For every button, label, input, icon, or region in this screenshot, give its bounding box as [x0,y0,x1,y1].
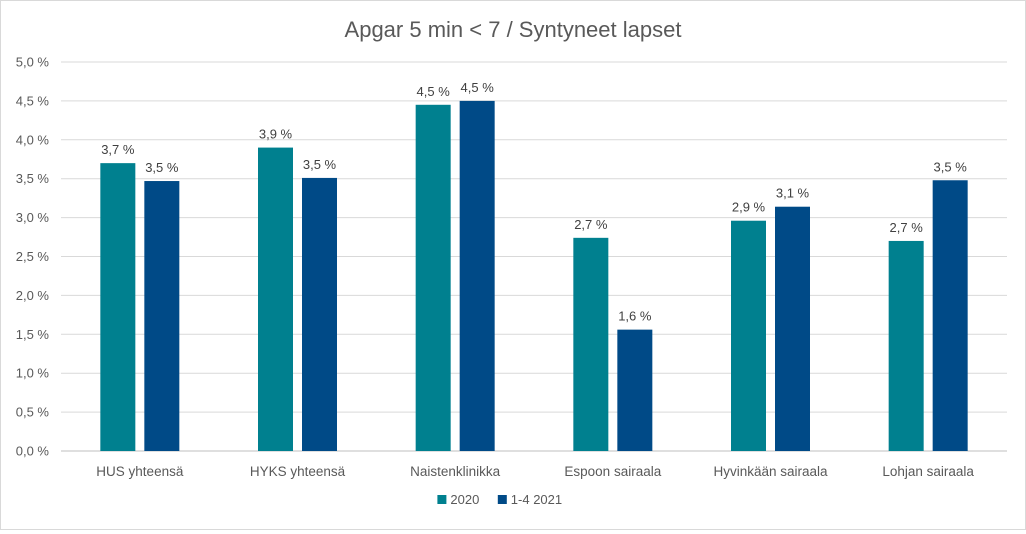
data-label: 1,6 % [618,309,652,324]
gridlines [61,61,1007,452]
bar-2020 [731,220,766,451]
x-category-label: Naistenklinikka [410,464,501,479]
y-tick-label: 3,0 % [16,210,50,225]
data-label: 2,7 % [574,217,608,232]
data-label: 4,5 % [461,80,495,95]
bar-1-4-2021 [775,206,810,451]
y-tick-label: 0,5 % [16,405,50,420]
x-axis-categories: HUS yhteensä HYKS yhteensä Naistenklinikka… [96,464,974,479]
y-tick-label: 5,0 % [16,55,50,70]
bar-1-4-2021 [144,181,180,451]
data-labels: 3,7 % 3,5 % 3,9 % 3,5 % 4,5 % 4,5 % 2,7 % 1,6 %… [101,80,967,324]
legend: 2020 1-4 2021 [437,492,562,507]
data-label: 4,5 % [417,84,451,99]
data-label: 2,9 % [732,200,766,215]
bars [100,100,968,452]
x-category-label: Lohjan sairaala [882,464,974,479]
y-tick-label: 2,0 % [16,288,50,303]
chart-title: Apgar 5 min < 7 / Syntyneet lapset [345,17,682,42]
data-label: 2,7 % [890,220,924,235]
data-label: 3,5 % [934,159,968,174]
bar-2020 [258,147,293,451]
data-label: 3,9 % [259,127,293,142]
x-category-label: HUS yhteensä [96,464,184,479]
y-tick-label: 1,0 % [16,366,50,381]
y-tick-label: 2,5 % [16,249,50,264]
bar-2020 [888,240,924,451]
data-label: 3,5 % [145,160,179,175]
legend-swatch [497,495,507,504]
bar-1-4-2021 [932,180,968,452]
bar-2020 [100,163,136,451]
legend-label: 2020 [450,492,479,507]
bar-1-4-2021 [302,177,337,451]
legend-label: 1-4 2021 [511,492,562,507]
y-tick-label: 3,5 % [16,171,50,186]
x-category-label: HYKS yhteensä [250,464,346,479]
data-label: 3,1 % [776,186,810,201]
bar-2020 [573,237,609,451]
y-tick-label: 4,0 % [16,132,50,147]
x-category-label: Hyvinkään sairaala [713,464,828,479]
bar-1-4-2021 [617,329,653,451]
legend-swatch [437,495,447,504]
data-label: 3,5 % [303,157,337,172]
x-category-label: Espoon sairaala [564,464,661,479]
data-label: 3,7 % [101,142,135,157]
y-tick-label: 0,0 % [16,444,50,459]
y-tick-label: 4,5 % [16,93,50,108]
y-tick-label: 1,5 % [16,327,50,342]
y-axis-ticks: 0,0 % 0,5 % 1,0 % 1,5 % 2,0 % 2,5 % 3,0 % 3,5 %… [16,55,50,459]
bar-2020 [415,104,451,451]
bar-1-4-2021 [459,100,495,452]
